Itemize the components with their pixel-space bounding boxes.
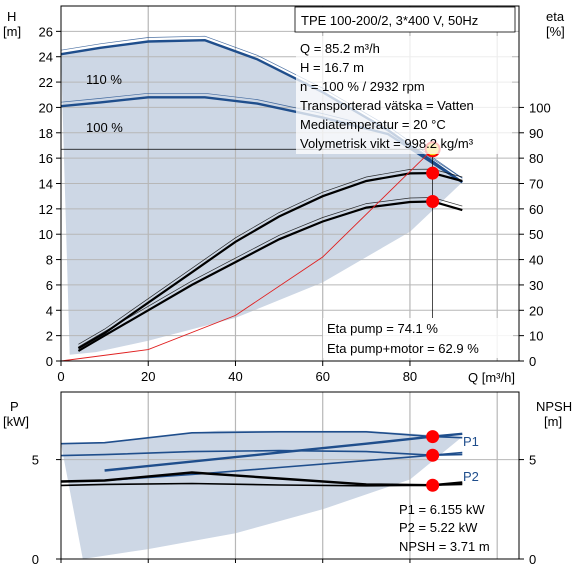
eta-tick-label: 90: [529, 126, 543, 141]
p-tick-label: 0: [32, 552, 39, 567]
y-tick-label: 12: [39, 202, 53, 217]
operating-point: [426, 430, 440, 444]
eta-tick-label: 30: [529, 278, 543, 293]
eta-tick-label: 20: [529, 303, 543, 318]
operating-point: [426, 448, 440, 462]
eta-axis-label: eta: [546, 9, 565, 24]
y-tick-label: 10: [39, 227, 53, 242]
eta-axis-unit: [%]: [546, 24, 565, 39]
npsh-axis-label: NPSH: [536, 399, 572, 414]
y-tick-label: 8: [46, 253, 53, 268]
series-thin-line: [78, 168, 463, 345]
head-axis-unit: [m]: [3, 24, 21, 39]
info-box: [296, 36, 512, 154]
eta-tick-label: 60: [529, 202, 543, 217]
info-flow: Q = 85.2 m³/h: [300, 41, 380, 56]
npsh-tick-label: 5: [529, 453, 536, 468]
operating-point: [426, 166, 440, 180]
x-tick-label: 40: [228, 369, 242, 384]
eta-tick-label: 0: [529, 354, 536, 369]
flow-axis-label: Q [m³/h]: [468, 370, 515, 385]
y-tick-label: 14: [39, 177, 53, 192]
power-npsh-chart: 0 5 0 5 P [kW] NPSH [m] P1 P2 P1 = 6.155 kW…: [3, 391, 572, 567]
y-tick-label: 24: [39, 50, 53, 65]
y-tick-label: 6: [46, 278, 53, 293]
p-tick-label: 5: [32, 453, 39, 468]
x-tick-label: 80: [403, 369, 417, 384]
curve-label-110: 110 %: [86, 72, 122, 87]
x-tick-label: 0: [57, 369, 64, 384]
y-tick-label: 0: [46, 354, 53, 369]
eta-pump-motor-value: Eta pump+motor = 62.9 %: [327, 341, 479, 356]
x-tick-label: 60: [315, 369, 329, 384]
eta-tick-label: 80: [529, 151, 543, 166]
curve-label-p2: P2: [463, 469, 479, 484]
operating-point: [426, 195, 440, 209]
eta-tick-label: 10: [529, 329, 543, 344]
eta-tick-label: 70: [529, 177, 543, 192]
y-tick-label: 16: [39, 151, 53, 166]
npsh-tick-label: 0: [529, 552, 536, 567]
head-plot-frame: [60, 5, 520, 362]
y-tick-label: 18: [39, 126, 53, 141]
title-box: [294, 6, 516, 33]
pump-title: TPE 100-200/2, 3*400 V, 50Hz: [301, 13, 478, 28]
info-npsh: NPSH = 3.71 m: [399, 539, 490, 554]
y-tick-label: 26: [39, 24, 53, 39]
info-head: H = 16.7 m: [300, 60, 364, 75]
series-thin-line: [78, 197, 463, 348]
head-efficiency-chart: 0246810121416182022242601020304050607080…: [3, 5, 565, 385]
power-plot-frame: [60, 391, 520, 560]
info-panel: Q = 85.2 m³/h H = 16.7 m n = 100 % / 293…: [300, 41, 474, 151]
x-tick-label: 20: [141, 369, 155, 384]
power-info-panel: P1 = 6.155 kW P2 = 5.22 kW NPSH = 3.71 m: [399, 502, 490, 554]
series-line-eta_pump_motor: [77, 200, 463, 352]
eta-box: [323, 318, 513, 358]
eta-pump-value: Eta pump = 74.1 %: [327, 321, 438, 336]
info-liquid: Transporterad vätska = Vatten: [300, 98, 474, 113]
y-tick-label: 22: [39, 75, 53, 90]
series-line-eta_pump: [77, 171, 463, 350]
operating-point: [426, 478, 440, 492]
power-axis-label: P: [10, 399, 19, 414]
curve-label-p1: P1: [463, 434, 479, 449]
power-axis-unit: [kW]: [3, 414, 29, 429]
eta-tick-label: 100: [529, 100, 551, 115]
eta-tick-label: 50: [529, 227, 543, 242]
head-axis-label: H: [7, 9, 16, 24]
info-density: Volymetrisk vikt = 998.2 kg/m³: [300, 136, 474, 151]
y-tick-label: 2: [46, 329, 53, 344]
curve-label-100: 100 %: [86, 120, 123, 135]
npsh-axis-unit: [m]: [544, 414, 562, 429]
info-p1: P1 = 6.155 kW: [399, 502, 485, 517]
y-tick-label: 20: [39, 100, 53, 115]
power-range-area: [61, 430, 463, 559]
info-speed: n = 100 % / 2932 rpm: [300, 79, 425, 94]
series-line-system_curve: [60, 148, 433, 362]
info-temperature: Mediatemperatur = 20 °C: [300, 117, 446, 132]
info-p2: P2 = 5.22 kW: [399, 520, 478, 535]
y-tick-label: 4: [46, 303, 53, 318]
eta-tick-label: 40: [529, 253, 543, 268]
